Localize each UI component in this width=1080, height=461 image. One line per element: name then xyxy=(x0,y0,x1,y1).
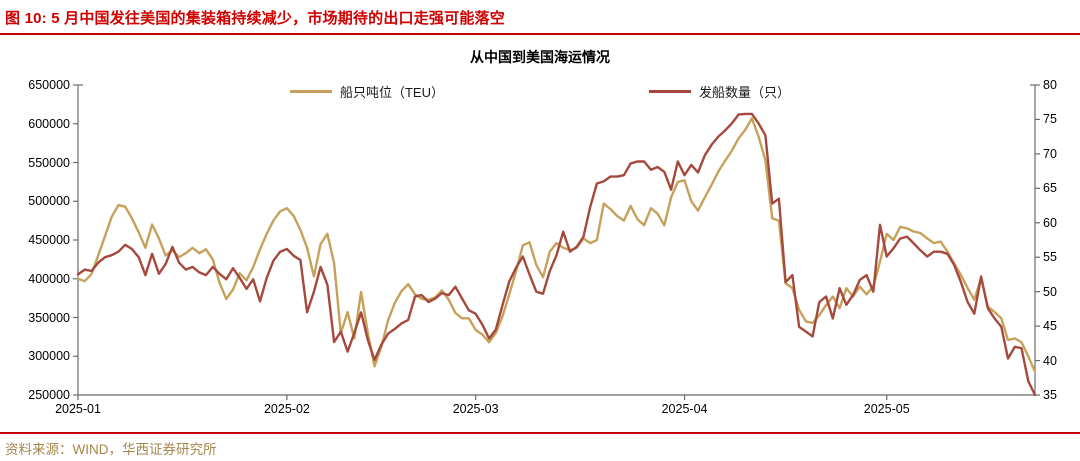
y-left-tick-label: 350000 xyxy=(28,310,70,325)
y-left-tick-label: 550000 xyxy=(28,155,70,170)
y-right-tick-label: 65 xyxy=(1043,181,1057,196)
y-right-tick-label: 35 xyxy=(1043,388,1057,402)
y-right-tick-label: 70 xyxy=(1043,146,1057,161)
x-tick-label: 2025-05 xyxy=(863,402,910,416)
legend-label-ships: 发船数量（只） xyxy=(699,85,791,100)
page-title: 图 10: 5 月中国发往美国的集装箱持续减少，市场期待的出口走强可能落空 xyxy=(5,10,505,27)
chart-title: 从中国到美国海运情况 xyxy=(470,49,610,65)
y-right-tick-label: 50 xyxy=(1043,284,1057,299)
y-left-tick-label: 600000 xyxy=(28,116,70,131)
y-right-tick-label: 45 xyxy=(1043,319,1057,334)
y-left-tick-label: 500000 xyxy=(28,194,70,209)
y-left-tick-label: 650000 xyxy=(28,78,70,92)
y-left-tick-label: 400000 xyxy=(28,271,70,286)
x-tick-label: 2025-04 xyxy=(661,402,708,416)
ships-line-swatch-icon xyxy=(649,90,691,93)
y-left-tick-label: 300000 xyxy=(28,349,70,364)
x-tick-label: 2025-01 xyxy=(55,402,101,416)
source-note: 资料来源：WIND，华西证券研究所 xyxy=(5,442,217,457)
y-left-tick-label: 450000 xyxy=(28,233,70,247)
chart-legend: 船只吨位（TEU） 发船数量（只） xyxy=(0,82,1080,101)
y-right-tick-label: 60 xyxy=(1043,215,1057,230)
legend-item-ships: 发船数量（只） xyxy=(649,82,790,101)
legend-item-tonnage: 船只吨位（TEU） xyxy=(289,82,444,101)
y-right-tick-label: 80 xyxy=(1043,78,1057,92)
y-right-tick-label: 55 xyxy=(1043,250,1057,265)
y-right-tick-label: 40 xyxy=(1043,353,1057,368)
x-tick-label: 2025-03 xyxy=(452,402,499,416)
tonnage-line-swatch-icon xyxy=(289,90,332,93)
y-left-tick-label: 250000 xyxy=(28,388,70,402)
top-divider-rule xyxy=(0,33,1080,35)
legend-label-tonnage: 船只吨位（TEU） xyxy=(339,85,444,100)
y-right-tick-label: 75 xyxy=(1043,112,1057,127)
x-tick-label: 2025-02 xyxy=(263,402,310,416)
bottom-divider-rule xyxy=(0,432,1080,434)
